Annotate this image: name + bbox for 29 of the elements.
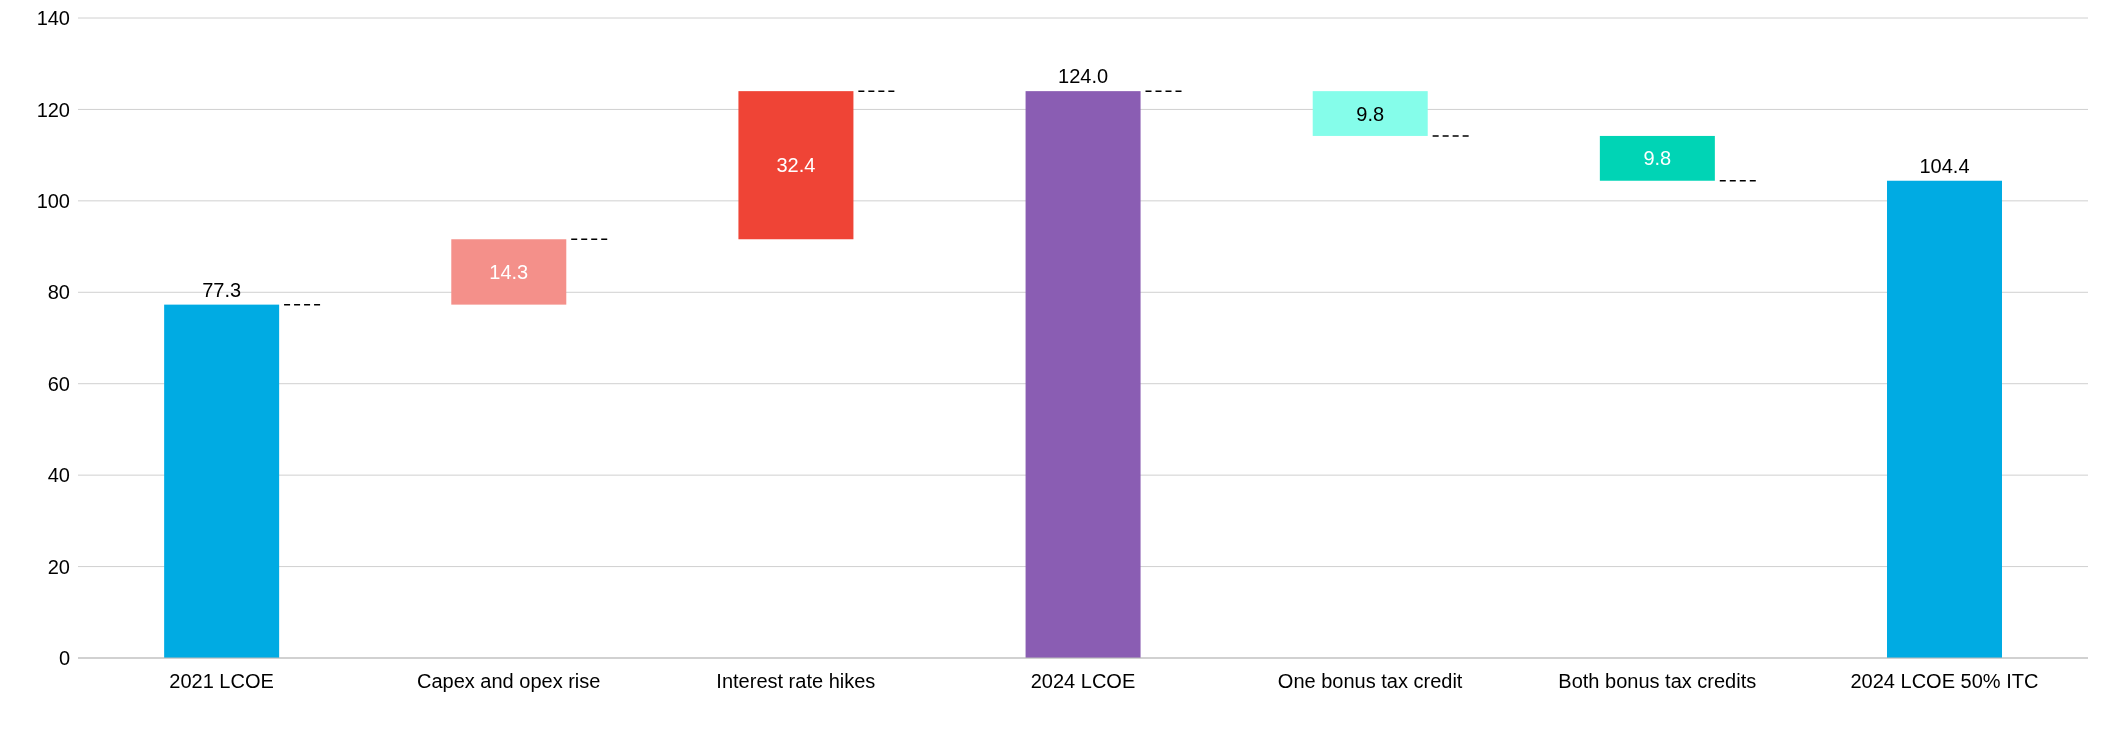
data-label: 14.3: [489, 260, 529, 283]
bar: [1025, 91, 1141, 658]
y-tick-label: 140: [36, 7, 70, 30]
y-tick-label: 120: [36, 98, 70, 121]
data-label: 9.8: [1356, 102, 1385, 125]
y-tick-label: 100: [36, 189, 70, 212]
data-label: 32.4: [776, 154, 816, 177]
x-tick-label: 2024 LCOE: [1030, 670, 1136, 693]
data-label: 9.8: [1643, 147, 1672, 170]
bar: [164, 304, 280, 658]
x-tick-label: Interest rate hikes: [716, 670, 876, 693]
y-tick-label: 60: [47, 372, 70, 395]
y-tick-label: 20: [47, 555, 70, 578]
x-tick-label: One bonus tax credit: [1277, 670, 1463, 693]
bar: [1887, 180, 2002, 658]
x-tick-label: 2024 LCOE 50% ITC: [1850, 670, 2039, 693]
y-tick-label: 0: [58, 647, 70, 670]
y-tick-label: 80: [47, 281, 70, 304]
data-label: 104.4: [1919, 154, 1970, 177]
x-tick-label: Both bonus tax credits: [1558, 670, 1757, 693]
data-label: 77.3: [202, 278, 242, 301]
x-tick-label: Capex and opex rise: [416, 670, 601, 693]
bar: [451, 239, 567, 305]
y-tick-label: 40: [47, 464, 70, 487]
bar: [738, 91, 854, 240]
bar: [1599, 135, 1715, 181]
data-label: 124.0: [1058, 65, 1109, 88]
bar: [1312, 91, 1428, 136]
x-tick-label: 2021 LCOE: [169, 670, 274, 693]
